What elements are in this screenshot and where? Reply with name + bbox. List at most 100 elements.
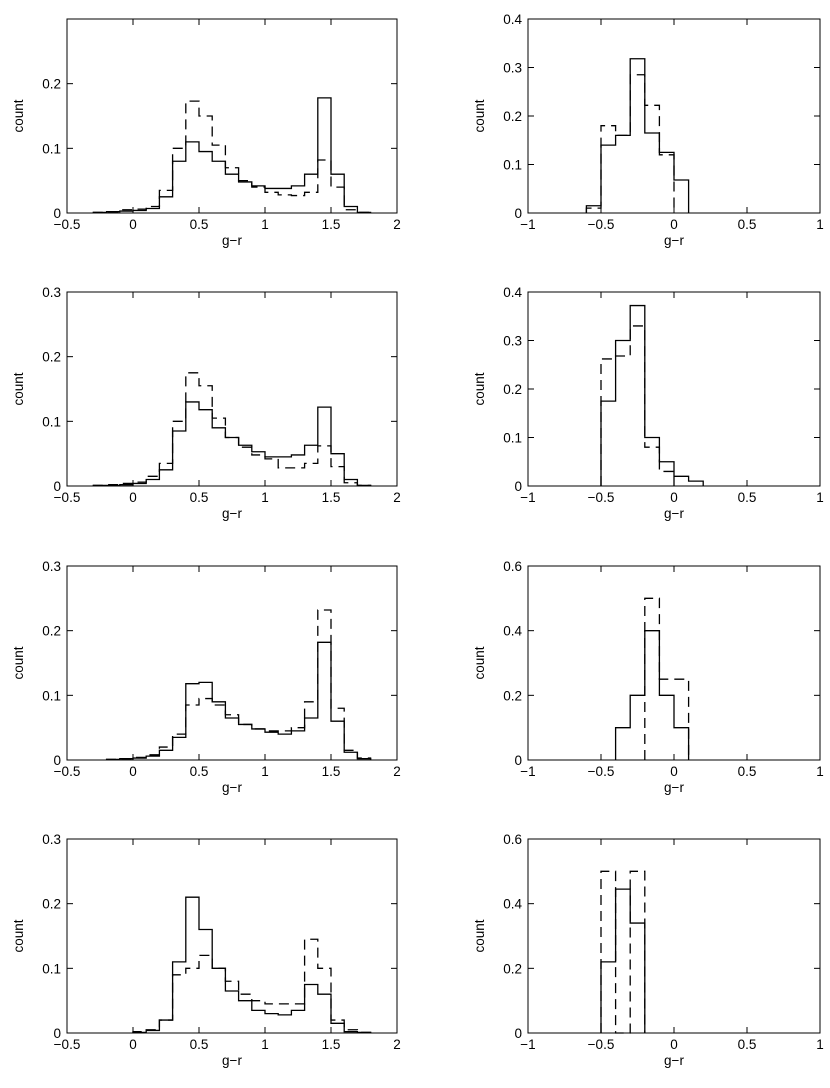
y-tick-label: 0.1 bbox=[42, 141, 61, 156]
axes-box bbox=[66, 18, 398, 214]
series-solid-line bbox=[614, 630, 690, 760]
y-axis-label: count bbox=[11, 372, 26, 405]
x-tick-label: −1 bbox=[520, 1037, 535, 1052]
x-tick-label: 2 bbox=[393, 764, 401, 779]
x-tick-label: 0.5 bbox=[738, 217, 757, 232]
y-tick-label: 0.3 bbox=[503, 61, 522, 76]
series-dashed-line bbox=[105, 609, 372, 761]
x-tick-label: 1 bbox=[816, 764, 824, 779]
y-tick-label: 0 bbox=[53, 479, 61, 494]
x-tick-label: 0 bbox=[129, 490, 137, 505]
axes-box bbox=[527, 291, 821, 487]
panel-4: −1 −0.5 0 0.5 1 0 0.1 0.2 0.3 0.4 g−r count bbox=[472, 285, 824, 521]
y-axis-label: count bbox=[472, 646, 487, 679]
series-dashed-line bbox=[132, 938, 372, 1033]
y-tick-label: 0.2 bbox=[42, 624, 61, 639]
y-tick-label: 0.3 bbox=[42, 832, 61, 847]
y-tick-label: 0 bbox=[53, 206, 61, 221]
y-tick-label: 0.6 bbox=[503, 559, 522, 574]
series-solid-line bbox=[585, 58, 690, 213]
x-tick-label: 1 bbox=[816, 490, 824, 505]
y-tick-label: 0 bbox=[53, 753, 61, 768]
x-tick-label: 0 bbox=[129, 1037, 137, 1052]
y-tick-label: 0 bbox=[514, 206, 522, 221]
panel-8: −1 −0.5 0 0.5 1 0 0.2 0.4 0.6 g−r count bbox=[472, 832, 824, 1068]
x-tick-label: −0.5 bbox=[54, 1037, 81, 1052]
y-tick-label: 0.2 bbox=[503, 961, 522, 976]
y-axis-label: count bbox=[472, 372, 487, 405]
y-tick-label: 0.2 bbox=[42, 77, 61, 92]
series-dashed-line bbox=[585, 74, 675, 213]
y-axis-label: count bbox=[472, 919, 487, 952]
y-tick-label: 0.3 bbox=[42, 285, 61, 300]
axes-box bbox=[66, 291, 398, 487]
x-tick-label: −0.5 bbox=[54, 217, 81, 232]
x-axis-label: g−r bbox=[664, 233, 684, 248]
x-tick-label: 0.5 bbox=[738, 764, 757, 779]
x-axis-label: g−r bbox=[222, 506, 242, 521]
series-dashed-line bbox=[600, 325, 675, 486]
x-axis-label: g−r bbox=[664, 1053, 684, 1068]
panel-2: −1 −0.5 0 0.5 1 0 0.1 0.2 0.3 0.4 g−r count bbox=[472, 12, 824, 248]
y-tick-label: 0.4 bbox=[503, 285, 522, 300]
x-tick-label: −1 bbox=[520, 490, 535, 505]
y-tick-label: 0.2 bbox=[503, 382, 522, 397]
series-solid-line bbox=[92, 97, 372, 214]
x-tick-label: 1 bbox=[816, 1037, 824, 1052]
x-tick-label: 0 bbox=[670, 217, 678, 232]
series-solid-line bbox=[600, 888, 646, 1033]
series-dashed-line bbox=[92, 372, 372, 487]
y-axis-label: count bbox=[11, 919, 26, 952]
y-tick-label: 0.4 bbox=[503, 12, 522, 27]
x-tick-label: 1 bbox=[261, 217, 269, 232]
y-tick-label: 0.1 bbox=[42, 688, 61, 703]
x-tick-label: 0.5 bbox=[738, 1037, 757, 1052]
x-tick-label: 2 bbox=[393, 1037, 401, 1052]
y-tick-label: 0 bbox=[514, 479, 522, 494]
axes-box bbox=[66, 838, 398, 1034]
y-axis-label: count bbox=[472, 99, 487, 132]
x-tick-label: 1.5 bbox=[322, 217, 341, 232]
x-tick-label: 0.5 bbox=[190, 490, 209, 505]
x-axis-label: g−r bbox=[222, 233, 242, 248]
axes-box bbox=[527, 565, 821, 761]
y-tick-label: 0 bbox=[53, 1026, 61, 1041]
x-tick-label: 0 bbox=[129, 764, 137, 779]
y-tick-label: 0.4 bbox=[503, 624, 522, 639]
y-tick-label: 0.6 bbox=[503, 832, 522, 847]
x-tick-label: −1 bbox=[520, 217, 535, 232]
series-solid-line bbox=[132, 896, 372, 1033]
x-axis-label: g−r bbox=[222, 780, 242, 795]
x-tick-label: 1.5 bbox=[322, 490, 341, 505]
y-tick-label: 0.3 bbox=[42, 559, 61, 574]
x-tick-label: −0.5 bbox=[54, 490, 81, 505]
x-tick-label: 1 bbox=[261, 490, 269, 505]
series-solid-line bbox=[92, 401, 372, 487]
y-tick-label: 0.1 bbox=[503, 158, 522, 173]
x-tick-label: 0.5 bbox=[738, 490, 757, 505]
y-tick-label: 0.2 bbox=[42, 897, 61, 912]
x-tick-label: 2 bbox=[393, 217, 401, 232]
x-tick-label: −0.5 bbox=[588, 1037, 615, 1052]
series-dashed-line bbox=[644, 597, 690, 760]
y-tick-label: 0.1 bbox=[42, 961, 61, 976]
series-solid-line bbox=[600, 304, 704, 486]
x-tick-label: 0 bbox=[670, 764, 678, 779]
x-tick-label: 0 bbox=[129, 217, 137, 232]
x-tick-label: −0.5 bbox=[54, 764, 81, 779]
axes-box bbox=[66, 565, 398, 761]
x-tick-label: −1 bbox=[520, 764, 535, 779]
x-tick-label: −0.5 bbox=[588, 217, 615, 232]
y-tick-label: 0.2 bbox=[503, 109, 522, 124]
y-tick-label: 0 bbox=[514, 753, 522, 768]
x-tick-label: −0.5 bbox=[588, 490, 615, 505]
x-tick-label: 1 bbox=[816, 217, 824, 232]
x-tick-label: 1.5 bbox=[322, 1037, 341, 1052]
panel-6: −1 −0.5 0 0.5 1 0 0.2 0.4 0.6 g−r count bbox=[472, 559, 824, 795]
x-tick-label: 1 bbox=[261, 1037, 269, 1052]
x-tick-label: 0.5 bbox=[190, 764, 209, 779]
